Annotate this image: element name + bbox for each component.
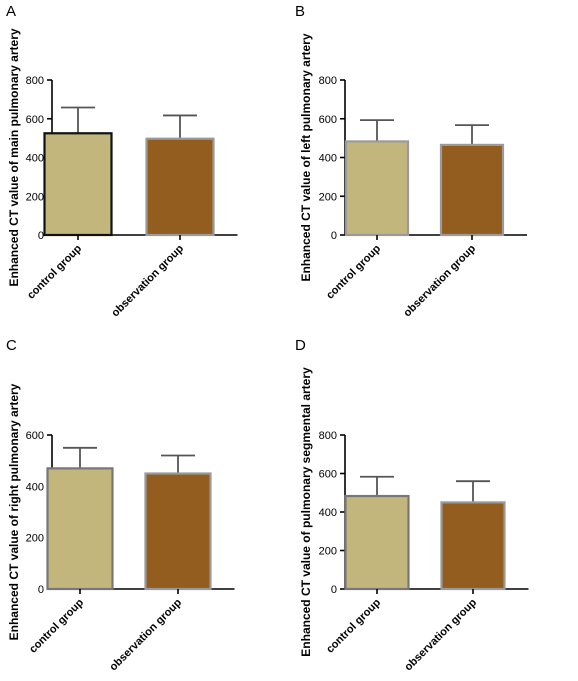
panel-letter: A — [6, 3, 16, 20]
x-tick-label: control group — [27, 596, 86, 655]
y-axis-label: Enhanced CT value of right pulmonary art… — [7, 383, 21, 640]
chart-panel-b: B Enhanced CT value of left pulmonary art… — [295, 3, 527, 319]
bar — [144, 472, 212, 591]
y-tick-label: 600 — [26, 430, 44, 442]
y-tick-label: 600 — [26, 114, 44, 126]
x-tick-label: observation group — [401, 242, 478, 319]
y-tick-label: 0 — [38, 230, 44, 242]
bar — [344, 140, 410, 237]
x-tick-label: observation group — [402, 596, 479, 673]
bar — [440, 501, 506, 591]
y-tick-label: 0 — [38, 584, 44, 596]
y-tick-label: 600 — [319, 469, 337, 481]
chart-panel-d: D Enhanced CT value of pulmonary segmenta… — [295, 337, 529, 673]
y-axis-label: Enhanced CT value of left pulmonary arte… — [299, 33, 313, 281]
y-tick-label: 200 — [319, 546, 337, 558]
bar — [439, 143, 505, 237]
y-tick-label: 200 — [26, 533, 44, 545]
y-tick-label: 600 — [319, 114, 337, 126]
x-tick-label: control group — [324, 242, 383, 301]
y-tick-label: 800 — [319, 430, 337, 442]
x-tick-label: control group — [25, 242, 84, 301]
panel-letter: D — [295, 337, 306, 354]
chart-panel-c: C Enhanced CT value of right pulmonary ar… — [6, 337, 235, 673]
y-tick-label: 800 — [319, 75, 337, 87]
y-tick-label: 0 — [331, 584, 337, 596]
bar — [43, 132, 113, 237]
x-tick-label: observation group — [109, 242, 186, 319]
y-tick-label: 400 — [26, 481, 44, 493]
panel-letter: C — [6, 337, 17, 354]
chart-panel-a: A Enhanced CT value of main pulmonary art… — [6, 3, 238, 319]
y-tick-label: 400 — [26, 153, 44, 165]
x-tick-label: observation group — [107, 596, 184, 673]
y-tick-label: 400 — [319, 153, 337, 165]
y-tick-label: 200 — [26, 191, 44, 203]
panel-letter: B — [295, 3, 305, 20]
bar — [46, 467, 114, 591]
y-tick-label: 400 — [319, 507, 337, 519]
y-tick-label: 0 — [331, 230, 337, 242]
bar — [145, 137, 215, 237]
y-tick-label: 800 — [26, 75, 44, 87]
y-axis-label: Enhanced CT value of pulmonary segmental… — [299, 367, 313, 657]
x-tick-label: control group — [324, 596, 383, 655]
bar — [344, 494, 410, 591]
y-axis-label: Enhanced CT value of main pulmonary arte… — [7, 28, 21, 286]
y-tick-label: 200 — [319, 191, 337, 203]
